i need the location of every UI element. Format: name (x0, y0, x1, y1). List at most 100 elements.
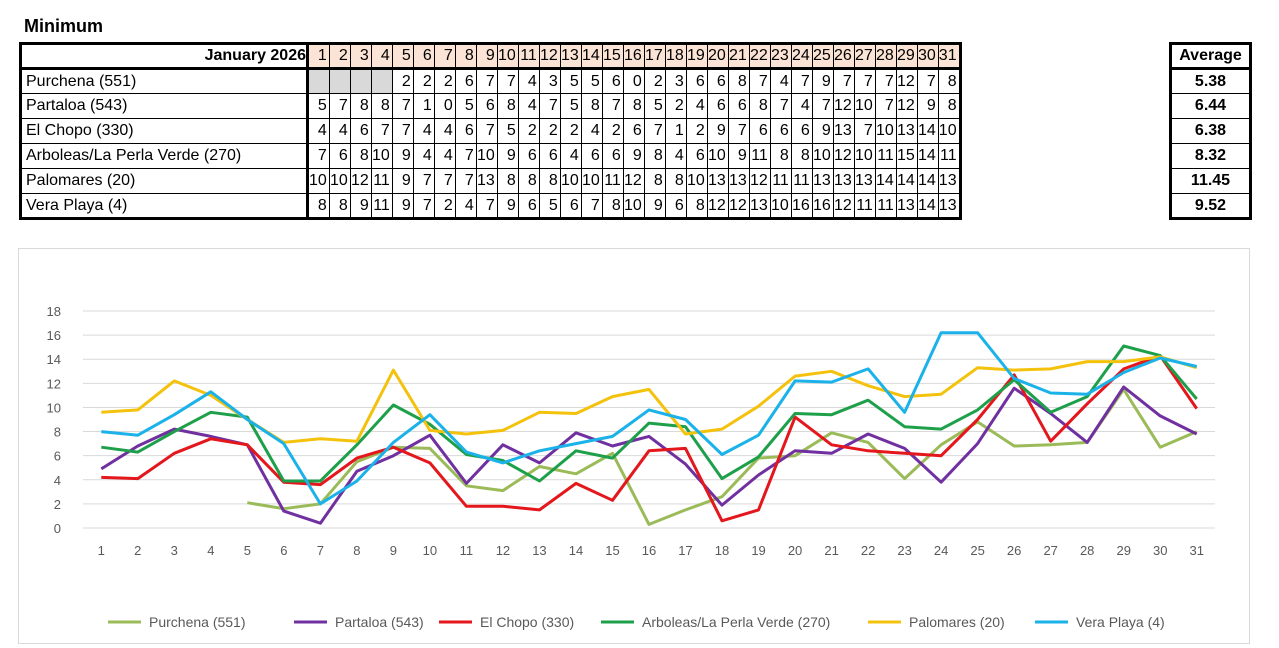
table-cell: 2 (433, 68, 456, 94)
day-header: 9 (475, 43, 498, 70)
table-cell: 7 (370, 118, 393, 144)
table-cell: 4 (517, 68, 540, 94)
station-name: Arboleas/La Perla Verde (270) (20, 143, 309, 169)
table-cell: 2 (517, 118, 540, 144)
average-table: Average 5.38 6.44 6.38 8.32 11.45 9.52 (1169, 42, 1252, 220)
average-row: 11.45 (1170, 168, 1251, 194)
table-cell: 10 (937, 118, 961, 144)
table-cell: 4 (517, 93, 540, 119)
table-cell: 2 (391, 68, 414, 94)
legend-label: Vera Playa (4) (1076, 614, 1165, 630)
table-cell: 9 (391, 193, 414, 219)
x-tick-label: 5 (244, 543, 251, 558)
table-cell: 7 (412, 168, 435, 194)
table-cell: 14 (916, 193, 939, 219)
table-cell: 10 (853, 143, 876, 169)
table-cell: 16 (790, 193, 813, 219)
table-cell: 3 (664, 68, 687, 94)
table-cell: 7 (391, 118, 414, 144)
table-cell: 13 (727, 168, 750, 194)
minimum-table: January 2026 1 2 3 4 5 6 7 8 9 10 11 12 13 14 15 16 17 18 1… (19, 42, 962, 220)
station-name: El Chopo (330) (20, 118, 309, 144)
average-value: 9.52 (1170, 193, 1251, 219)
table-cell: 8 (307, 193, 330, 219)
table-cell: 16 (811, 193, 834, 219)
table-cell: 7 (391, 93, 414, 119)
table-cell: 10 (328, 168, 351, 194)
table-cell: 6 (454, 68, 477, 94)
table-cell: 9 (916, 93, 939, 119)
y-tick-label: 0 (54, 521, 61, 536)
day-header: 5 (391, 43, 414, 70)
series-line (101, 344, 1198, 483)
table-cell: 6 (559, 193, 582, 219)
day-header: 3 (349, 43, 372, 70)
x-tick-label: 8 (353, 543, 360, 558)
table-cell: 8 (580, 93, 603, 119)
day-header: 22 (748, 43, 771, 70)
table-cell: 2 (601, 118, 624, 144)
table-cell: 7 (769, 93, 792, 119)
average-value: 6.44 (1170, 93, 1251, 119)
table-cell: 8 (937, 93, 961, 119)
x-tick-label: 15 (605, 543, 619, 558)
x-tick-label: 11 (460, 543, 474, 558)
day-header: 4 (370, 43, 393, 70)
x-tick-label: 3 (171, 543, 178, 558)
table-cell: 10 (307, 168, 330, 194)
table-row: Vera Playa (4) 8 8 9 11 9 7 2 4 7 9 6 5 6 7 8 10 9 6 8 12 12 1… (20, 193, 961, 219)
table-cell: 12 (832, 143, 855, 169)
table-cell: 6 (538, 143, 561, 169)
x-tick-label: 23 (897, 543, 911, 558)
x-tick-label: 7 (317, 543, 324, 558)
average-row: 6.44 (1170, 93, 1251, 119)
table-cell: 12 (895, 68, 918, 94)
table-cell: 6 (328, 143, 351, 169)
table-cell: 11 (853, 193, 876, 219)
table-cell: 7 (307, 143, 330, 169)
table-cell: 5 (580, 68, 603, 94)
day-header: 11 (517, 43, 540, 70)
day-header: 1 (307, 43, 330, 70)
table-cell: 8 (538, 168, 561, 194)
table-cell: 6 (454, 118, 477, 144)
table-cell: 7 (328, 93, 351, 119)
average-header: Average (1170, 43, 1251, 70)
table-cell: 6 (706, 68, 729, 94)
table-cell: 7 (433, 168, 456, 194)
table-cell: 10 (370, 143, 393, 169)
y-tick-label: 10 (47, 400, 61, 415)
month-header: January 2026 (20, 43, 309, 70)
table-cell: 5 (454, 93, 477, 119)
table-cell: 4 (307, 118, 330, 144)
table-cell: 6 (664, 193, 687, 219)
x-tick-label: 2 (134, 543, 141, 558)
legend-label: Purchena (551) (149, 614, 246, 630)
x-tick-label: 29 (1116, 543, 1130, 558)
table-cell: 7 (412, 193, 435, 219)
table-row: El Chopo (330) 4 4 6 7 7 4 4 6 7 5 2 2 2 4 2 6 7 1 2 9 7 6 6 6 9 1… (20, 118, 961, 144)
table-cell: 4 (559, 143, 582, 169)
table-cell: 2 (412, 68, 435, 94)
legend-label: Palomares (20) (909, 614, 1005, 630)
table-cell: 7 (832, 68, 855, 94)
table-cell: 10 (769, 193, 792, 219)
table-cell: 5 (559, 68, 582, 94)
table-cell: 10 (559, 168, 582, 194)
table-cell: 7 (454, 143, 477, 169)
day-header: 29 (895, 43, 918, 70)
table-cell: 5 (496, 118, 519, 144)
table-cell: 6 (769, 118, 792, 144)
table-cell: 11 (769, 168, 792, 194)
x-tick-label: 4 (207, 543, 214, 558)
day-header: 6 (412, 43, 435, 70)
table-cell: 13 (748, 193, 771, 219)
table-cell: 10 (853, 93, 876, 119)
table-cell: 8 (496, 93, 519, 119)
table-cell: 12 (349, 168, 372, 194)
series-line (101, 331, 1198, 506)
day-header: 26 (832, 43, 855, 70)
table-cell: 4 (433, 118, 456, 144)
table-cell: 2 (538, 118, 561, 144)
x-tick-label: 16 (642, 543, 656, 558)
